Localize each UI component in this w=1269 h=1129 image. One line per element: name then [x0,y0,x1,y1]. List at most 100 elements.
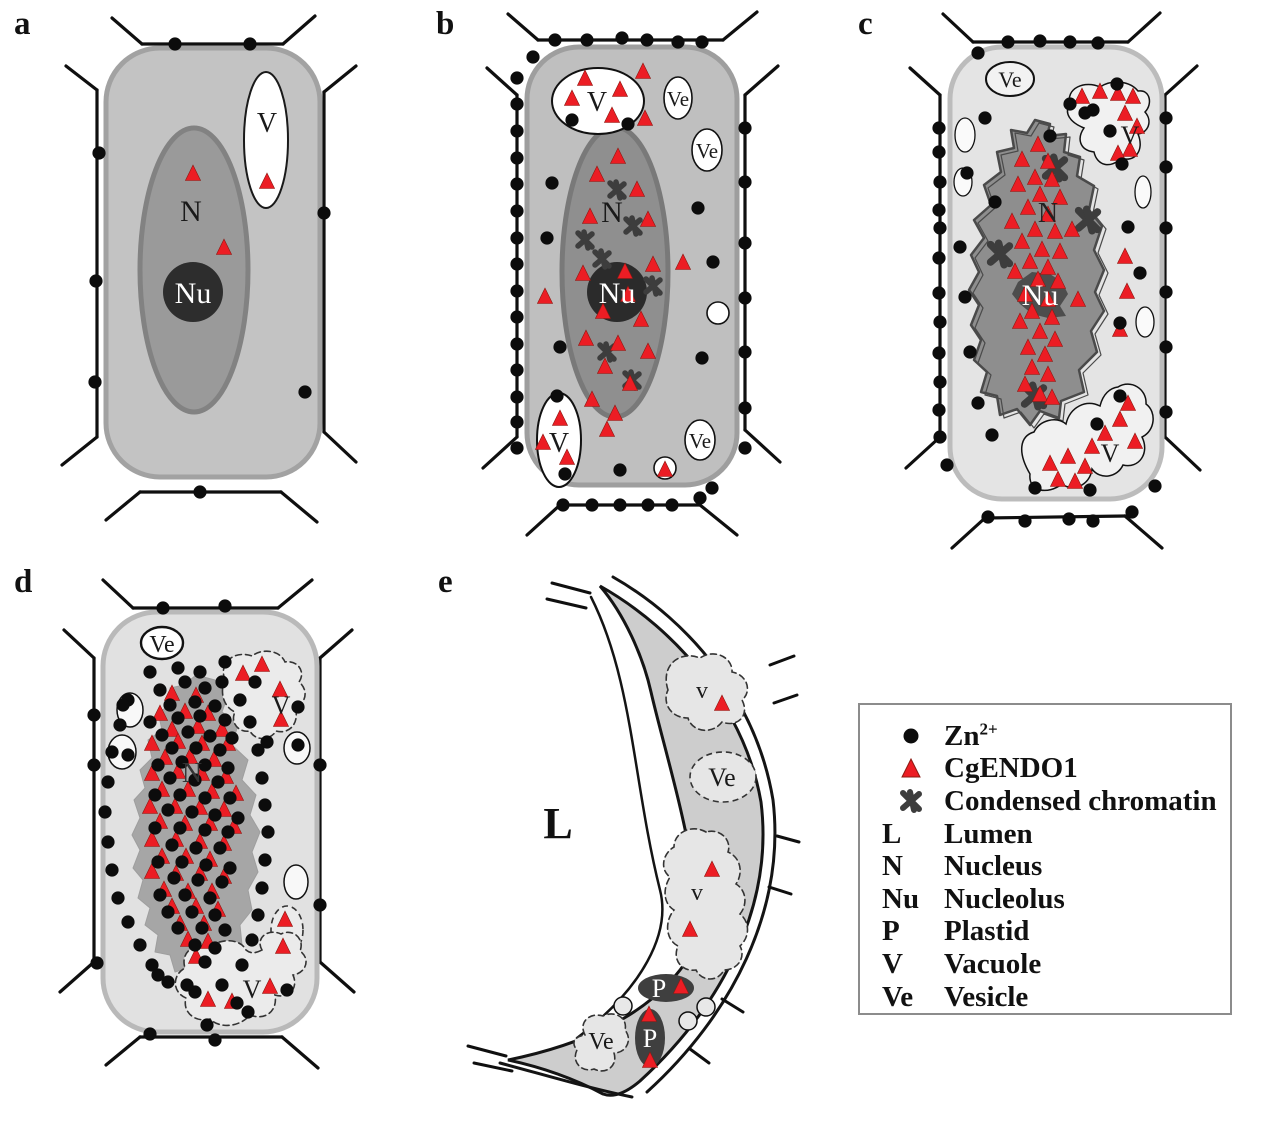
cgendo1-triangles [609,147,627,164]
cgendo1-triangles [1083,437,1101,454]
zn-dots [198,791,212,805]
cgendo1-triangles [644,255,662,272]
vacuole [243,71,289,209]
zn-dots [695,351,709,365]
cgendo1-triangles [588,165,606,182]
cell-wall [104,490,142,522]
vesicle-2 [691,128,723,172]
cgendo1-triangles [641,1051,659,1068]
zn-dots [215,675,229,689]
zn-dots [958,290,972,304]
zn-dots [738,441,752,455]
empty-vesicle-1 [954,117,976,153]
cgendo1-triangles [672,977,690,994]
zn-dots [181,725,195,739]
zn-dots [932,121,946,135]
broken-wall-segments [550,581,592,595]
cgendo1-triangles [639,210,657,227]
zn-dots [1113,389,1127,403]
cgendo1-triangles [141,797,159,814]
zn-dots [185,805,199,819]
cgendo1-triangles [1039,365,1057,382]
zn-dots [510,204,524,218]
zn-dots [932,346,946,360]
zn-dots [180,978,194,992]
cell-wall [743,428,782,464]
legend-label-text: CgENDO1 [944,752,1078,785]
zn-dots [185,905,199,919]
zn-dots [218,923,232,937]
zn-dots [671,35,685,49]
cgendo1-triangles [1076,457,1094,474]
cgendo1-triangles [598,420,616,437]
legend-label-text: Lumen [944,817,1033,850]
cell-wall [1163,64,1199,97]
cgendo1-triangles [1041,454,1059,471]
zn-dots [933,221,947,235]
zn-dots [933,315,947,329]
zn-dots [143,1027,157,1041]
cgendo1-triangles [143,830,161,847]
zn-dots [193,709,207,723]
zn-dots [510,390,524,404]
zn-dots [540,231,554,245]
zn-dots [151,855,165,869]
label-vesicle: Ve [149,632,174,658]
cgendo1-triangles [581,207,599,224]
cgendo1-triangles [253,655,271,672]
cgendo1-triangles [1051,188,1069,205]
zn-dots [243,715,257,729]
cgendo1-triangles [215,238,233,255]
cell-wall [1123,514,1164,550]
zn-dots [248,675,262,689]
cgendo1-triangles [1013,232,1031,249]
zn-dots [143,715,157,729]
zn-dots [580,33,594,47]
zn-dot-icon [903,728,919,744]
label-nucleolus: Nu [599,277,636,310]
zn-dots [1086,514,1100,528]
cgendo1-triangles [1051,242,1069,259]
zn-dots [218,655,232,669]
condensed-chromatin-icon [607,179,627,201]
zn-dots [198,955,212,969]
legend-row-triangle: CgENDO1 [860,752,1230,786]
vacuole-mid-dashed [662,828,749,980]
small-vesicle-1 [613,996,633,1016]
cgendo1-triangles [272,710,290,727]
vesicle-mid-dashed [689,751,757,803]
zn-dots [1159,221,1173,235]
zn-dots [510,71,524,85]
zn-dots [526,50,540,64]
cgendo1-triangles [1091,82,1109,99]
broken-wall-segments [688,1047,711,1065]
plastid-2 [635,1009,665,1067]
label-nucleolus: Nu [1022,279,1059,312]
cell-wall [318,628,354,660]
cell-wall [743,64,780,97]
legend-label: Vacuole [944,948,1041,981]
label-vesicle-mid: Ve [708,763,735,792]
label-vacuole-bottom: V [1101,439,1120,468]
zn-dots [133,938,147,952]
zn-dots [981,510,995,524]
cgendo1-triangles [151,704,169,721]
cell-wall [1126,11,1162,44]
zn-dots [255,771,269,785]
legend-key: N [882,850,903,883]
cgendo1-triangles [258,172,276,189]
cell-wall [318,960,356,994]
zn-dots [121,915,135,929]
zn-dots [113,718,127,732]
legend-label-text: Zn [944,719,980,752]
cgendo1-triangles [143,764,161,781]
zn-dots [550,389,564,403]
zn-dots [1121,220,1135,234]
zn-dots [553,340,567,354]
cgendo1-triangles [1059,447,1077,464]
legend-label-text: Nucleolus [944,882,1065,915]
cgendo1-triangles [1021,252,1039,269]
zn-dots [193,485,207,499]
zn-dots [738,401,752,415]
cell-wall [110,16,144,46]
